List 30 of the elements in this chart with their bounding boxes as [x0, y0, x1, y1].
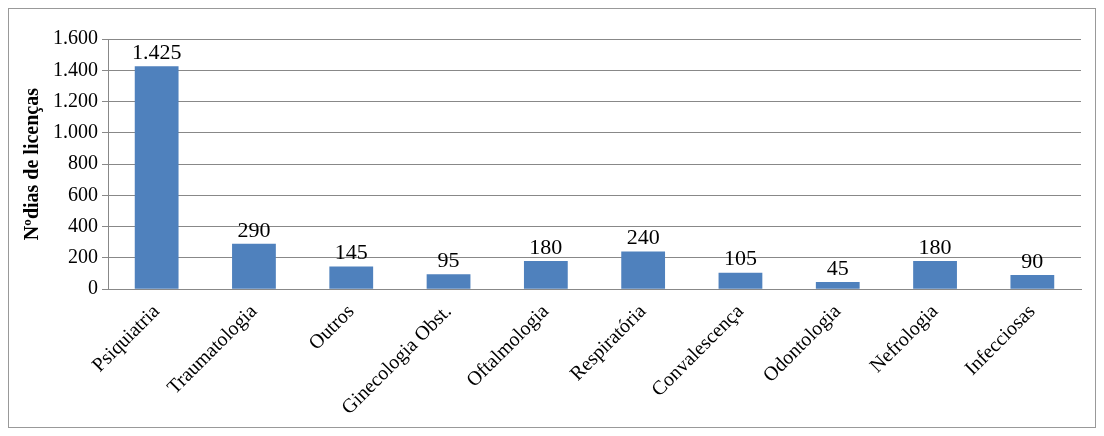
bar: [426, 274, 471, 289]
y-tick-label: 800: [68, 151, 98, 174]
data-label: 95: [437, 247, 460, 273]
bar: [523, 260, 568, 289]
data-label: 145: [334, 239, 368, 265]
data-label: 45: [826, 254, 849, 280]
y-tick-label: 400: [68, 213, 98, 236]
bar: [134, 66, 179, 289]
y-tick-label: 200: [68, 245, 98, 268]
data-label: 180: [529, 233, 563, 259]
bar: [232, 243, 276, 289]
y-tick-label: 1.400: [53, 57, 98, 80]
bar: [621, 251, 666, 289]
bar: [913, 260, 957, 289]
y-tick-label: 1.200: [53, 88, 98, 111]
bar: [815, 282, 860, 289]
data-label: 90: [1021, 247, 1044, 273]
y-axis-title: Nºdias de licenças: [20, 87, 44, 241]
y-tick-label: 1.000: [53, 120, 98, 143]
data-label: 240: [626, 224, 660, 250]
y-tick-label: 0: [88, 276, 98, 299]
data-label: 105: [723, 245, 757, 271]
bar: [1010, 275, 1055, 289]
y-tick-label: 600: [68, 182, 98, 205]
y-tick-label: 1.600: [53, 26, 98, 49]
bar: [329, 266, 374, 289]
data-label: 180: [918, 233, 952, 259]
bar: [718, 272, 763, 289]
data-label: 1.425: [131, 39, 182, 65]
data-label: 290: [237, 216, 271, 242]
